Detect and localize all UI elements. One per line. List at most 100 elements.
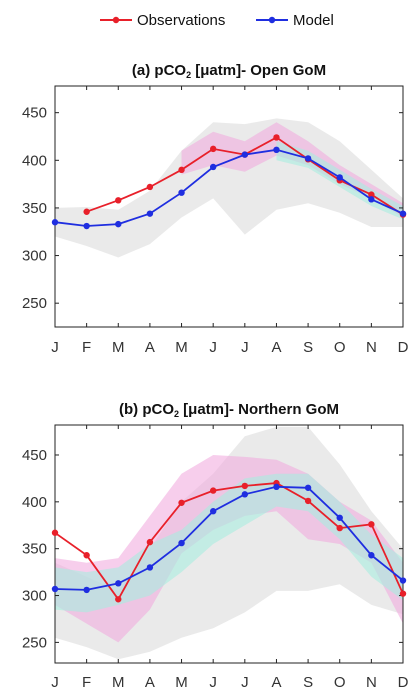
chart-title: (a) pCO2 [μatm]- Open GoM	[132, 62, 326, 80]
model-data-point	[336, 514, 343, 521]
chart-title-rest: [μatm]- Northern GoM	[179, 401, 339, 418]
y-tick-label: 250	[22, 634, 47, 651]
uncertainty-bands	[55, 426, 403, 660]
model-data-point	[209, 163, 217, 171]
model-data-point	[83, 222, 90, 230]
x-tick-label: S	[303, 339, 313, 356]
model-data-point	[368, 552, 375, 559]
observations-data-point	[178, 166, 185, 174]
chart-title: (b) pCO2 [μatm]- Northern GoM	[119, 401, 339, 419]
x-tick-label: A	[271, 674, 281, 690]
x-tick-label: A	[145, 674, 155, 690]
x-tick-label: J	[51, 674, 59, 690]
x-tick-label: O	[334, 674, 346, 690]
observations-data-point	[336, 524, 343, 532]
model-data-point	[241, 151, 249, 158]
observations-data-point	[368, 191, 375, 198]
y-tick-label: 450	[22, 447, 47, 464]
x-tick-label: A	[145, 339, 155, 356]
model-data-point	[115, 580, 122, 587]
y-tick-label: 350	[22, 541, 47, 558]
chart-title-subscript: 2	[186, 70, 191, 80]
plot-frame	[54, 424, 404, 664]
x-tick-label: J	[241, 674, 249, 690]
observations-data-point	[115, 596, 122, 603]
model-data-point	[399, 210, 407, 217]
chart-panel-b: (b) pCO2 [μatm]- Northern GoM 250 300 350 40…	[22, 401, 409, 690]
x-tick-label: J	[209, 339, 217, 356]
x-tick-label: J	[241, 339, 249, 356]
observations-data-point	[83, 208, 90, 215]
observations-data-point	[273, 134, 280, 141]
model-data-point	[51, 219, 59, 226]
model-data-point	[304, 484, 312, 491]
model-data-point	[273, 146, 280, 154]
model-data-point	[83, 586, 90, 594]
model-data-point	[273, 483, 280, 491]
model-series-line	[54, 485, 404, 591]
legend: Observations Model	[100, 12, 334, 29]
chart-title-rest: [μatm]- Open GoM	[191, 62, 326, 79]
model-data-point	[304, 155, 312, 162]
x-tick-label: D	[398, 674, 409, 690]
y-tick-label: 350	[22, 200, 47, 217]
observations-band	[181, 122, 403, 218]
observations-data-point	[51, 529, 59, 536]
observations-data-point	[146, 538, 154, 546]
model-data-point	[178, 539, 185, 547]
observations-data-point	[241, 482, 249, 490]
x-tick-label: F	[82, 339, 91, 356]
observations-data-point	[83, 552, 90, 559]
x-tick-label: F	[82, 674, 91, 690]
model-data-point	[146, 564, 154, 571]
legend-observations-marker	[112, 16, 120, 24]
y-tick-label: 300	[22, 588, 47, 605]
x-tick-label: J	[51, 339, 59, 356]
model-series-line	[54, 148, 404, 227]
observations-data-point	[178, 499, 185, 506]
model-data-point	[368, 196, 375, 203]
y-tick-label: 400	[22, 152, 47, 169]
y-tick-label: 300	[22, 248, 47, 265]
chart-title-label: (b) pCO	[119, 401, 174, 418]
chart-title-subscript: 2	[174, 409, 179, 419]
model-data-point	[178, 189, 185, 196]
chart-panel-a: (a) pCO2 [μatm]- Open GoM 250 300 350 400 450…	[22, 62, 409, 356]
model-data-point	[51, 585, 59, 593]
observations-data-point	[146, 183, 154, 191]
x-tick-label: N	[366, 674, 377, 690]
x-tick-label: O	[334, 339, 346, 356]
model-data-point	[241, 491, 249, 498]
model-data-point	[209, 508, 217, 515]
x-tick-label: A	[271, 339, 281, 356]
y-tick-label: 450	[22, 105, 47, 122]
legend-observations-label: Observations	[137, 12, 225, 29]
y-tick-label: 250	[22, 295, 47, 312]
model-data-point	[115, 220, 122, 228]
x-tick-label: S	[303, 674, 313, 690]
legend-model-marker	[268, 16, 276, 24]
x-tick-label: M	[112, 339, 125, 356]
model-data-point	[146, 210, 154, 217]
plot-frame	[54, 85, 404, 328]
observations-data-point	[304, 497, 312, 505]
observations-data-point	[209, 487, 217, 494]
model-data-point	[336, 174, 343, 181]
uncertainty-bands	[55, 118, 403, 258]
observations-series-line	[54, 482, 404, 601]
model-data-point	[399, 577, 407, 584]
x-tick-label: M	[112, 674, 125, 690]
x-tick-label: J	[209, 674, 217, 690]
y-tick-label: 400	[22, 494, 47, 511]
x-tick-label: D	[398, 339, 409, 356]
observations-data-point	[209, 145, 217, 153]
legend-model-label: Model	[293, 12, 334, 29]
x-tick-label: N	[366, 339, 377, 356]
observations-data-point	[115, 197, 122, 204]
x-tick-label: M	[175, 339, 188, 356]
x-tick-label: M	[175, 674, 188, 690]
observations-data-point	[399, 590, 407, 597]
observations-data-point	[368, 521, 375, 528]
chart-title-label: (a) pCO	[132, 62, 186, 79]
